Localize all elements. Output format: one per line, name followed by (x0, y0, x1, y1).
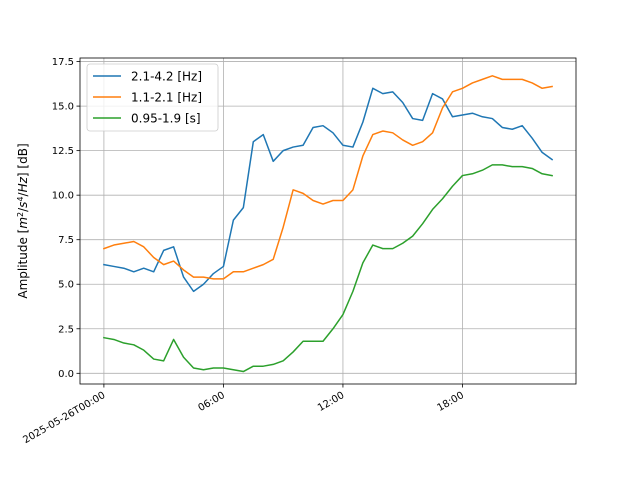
legend-label: 1.1-2.1 [Hz] (131, 91, 202, 105)
y-axis-label: Amplitude [m2/s4/Hz] [dB] (16, 143, 31, 298)
y-tick-label: 2.5 (58, 324, 74, 335)
series-lines (102, 75, 554, 373)
series-line (103, 164, 553, 373)
y-tick-label: 7.5 (58, 235, 74, 246)
series-line (103, 87, 554, 293)
legend-label: 2.1-4.2 [Hz] (131, 70, 202, 84)
y-tick-label: 5.0 (58, 280, 74, 291)
x-tick-label: 2025-05-26T00:00 (21, 390, 107, 446)
y-tick-label: 17.5 (52, 57, 74, 68)
x-tick-label: 18:00 (435, 390, 465, 414)
plot-frame (79, 57, 577, 385)
x-tick-label: 06:00 (196, 390, 226, 414)
y-tick-label: 0.0 (58, 369, 74, 380)
legend-box (86, 63, 219, 132)
y-tick-label: 10.0 (52, 191, 74, 202)
series-line (102, 75, 553, 280)
legend: 2.1-4.2 [Hz] 1.1-2.1 [Hz] 0.95-1.9 [s] (86, 63, 219, 132)
y-tick-label: 12.5 (52, 146, 74, 157)
legend-label: 0.95-1.9 [s] (131, 112, 201, 126)
y-tick-label: 15.0 (52, 102, 74, 113)
x-tick-label: 12:00 (316, 390, 346, 414)
